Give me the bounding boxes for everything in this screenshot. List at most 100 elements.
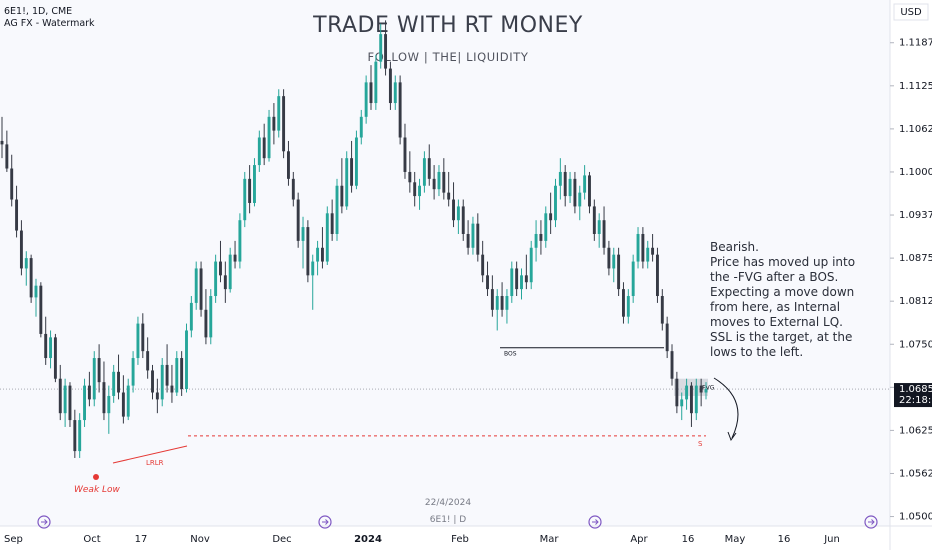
candle-body[interactable]	[583, 175, 587, 193]
candle-body[interactable]	[194, 268, 198, 303]
candle-body[interactable]	[447, 192, 451, 200]
candle-body[interactable]	[296, 199, 300, 241]
candle-body[interactable]	[408, 171, 412, 183]
candle-body[interactable]	[573, 178, 577, 207]
candle-body[interactable]	[364, 82, 368, 117]
candle-body[interactable]	[199, 268, 203, 310]
candle-body[interactable]	[233, 254, 237, 262]
candle-body[interactable]	[374, 61, 378, 104]
candle-body[interactable]	[563, 171, 567, 197]
candle-body[interactable]	[660, 296, 664, 324]
candle-body[interactable]	[58, 378, 62, 414]
candle-body[interactable]	[641, 233, 645, 262]
candle-body[interactable]	[146, 351, 150, 371]
candle-body[interactable]	[471, 223, 475, 248]
candle-body[interactable]	[257, 137, 261, 166]
candle-body[interactable]	[83, 385, 86, 421]
candle-body[interactable]	[529, 247, 533, 283]
candle-body[interactable]	[126, 385, 130, 417]
candle-body[interactable]	[646, 247, 650, 262]
candle-body[interactable]	[626, 296, 630, 317]
price-axis[interactable]	[890, 0, 932, 526]
candle-body[interactable]	[238, 220, 242, 262]
candle-body[interactable]	[578, 192, 582, 207]
candle-body[interactable]	[24, 258, 28, 269]
candle-body[interactable]	[651, 247, 655, 255]
candle-body[interactable]	[520, 275, 523, 290]
candle-body[interactable]	[675, 378, 679, 407]
candle-body[interactable]	[248, 178, 252, 203]
candle-body[interactable]	[558, 171, 562, 186]
candle-body[interactable]	[655, 254, 659, 297]
candle-body[interactable]	[636, 233, 640, 262]
event-marker-4[interactable]	[864, 515, 878, 529]
candle-body[interactable]	[456, 206, 460, 221]
candle-body[interactable]	[102, 382, 106, 414]
candle-body[interactable]	[631, 261, 635, 297]
event-marker-1[interactable]	[37, 515, 51, 529]
candle-body[interactable]	[466, 233, 470, 248]
time-axis[interactable]	[0, 526, 932, 550]
candle-body[interactable]	[53, 337, 57, 379]
candle-body[interactable]	[272, 116, 276, 131]
candle-body[interactable]	[442, 171, 446, 193]
candle-body[interactable]	[170, 385, 174, 393]
candle-body[interactable]	[393, 82, 397, 104]
candle-body[interactable]	[481, 254, 485, 276]
plot-area[interactable]	[0, 0, 890, 526]
candle-body[interactable]	[486, 275, 489, 290]
candle-body[interactable]	[622, 289, 625, 317]
candle-body[interactable]	[49, 337, 53, 359]
candle-body[interactable]	[325, 213, 329, 262]
candle-body[interactable]	[427, 158, 431, 179]
candle-body[interactable]	[189, 302, 193, 331]
candle-body[interactable]	[87, 385, 91, 400]
candle-body[interactable]	[262, 137, 266, 159]
candle-body[interactable]	[680, 399, 684, 407]
candle-body[interactable]	[592, 206, 596, 234]
candle-body[interactable]	[510, 268, 514, 297]
candle-body[interactable]	[335, 185, 339, 234]
candle-body[interactable]	[291, 178, 295, 200]
candle-body[interactable]	[180, 358, 184, 390]
candle-body[interactable]	[92, 358, 96, 400]
candle-body[interactable]	[121, 392, 125, 417]
candle-body[interactable]	[286, 151, 290, 179]
candle-body[interactable]	[10, 168, 14, 200]
candle-body[interactable]	[505, 296, 509, 310]
candle-body[interactable]	[136, 323, 140, 359]
candle-body[interactable]	[694, 385, 698, 414]
candle-body[interactable]	[515, 268, 519, 290]
event-marker-2[interactable]	[318, 515, 332, 529]
candle-body[interactable]	[219, 261, 222, 276]
candle-body[interactable]	[39, 285, 43, 334]
candle-body[interactable]	[403, 137, 407, 172]
candle-body[interactable]	[461, 206, 465, 234]
candle-body[interactable]	[15, 199, 19, 231]
candle-body[interactable]	[602, 220, 606, 248]
candle-body[interactable]	[320, 247, 324, 262]
projection-arrow[interactable]	[713, 377, 739, 439]
candle-body[interactable]	[29, 258, 33, 298]
candle-body[interactable]	[34, 285, 38, 298]
candle-body[interactable]	[379, 34, 383, 62]
candle-body[interactable]	[117, 371, 120, 393]
candle-body[interactable]	[311, 261, 315, 276]
candle-body[interactable]	[107, 395, 111, 414]
symbol-line[interactable]: 6E1!, 1D, CME	[4, 6, 72, 17]
candle-body[interactable]	[155, 392, 159, 400]
candle-body[interactable]	[350, 158, 354, 186]
candle-body[interactable]	[214, 261, 218, 297]
candle-body[interactable]	[267, 116, 271, 159]
lrlr-line[interactable]	[112, 445, 188, 464]
candle-body[interactable]	[704, 389, 708, 393]
candle-body[interactable]	[228, 254, 232, 290]
candle-body[interactable]	[301, 227, 305, 241]
candle-body[interactable]	[131, 358, 135, 386]
candle-body[interactable]	[539, 233, 543, 241]
candle-body[interactable]	[437, 171, 441, 190]
weak-low-marker[interactable]	[93, 474, 99, 480]
candle-body[interactable]	[384, 34, 388, 69]
candle-body[interactable]	[670, 351, 674, 379]
